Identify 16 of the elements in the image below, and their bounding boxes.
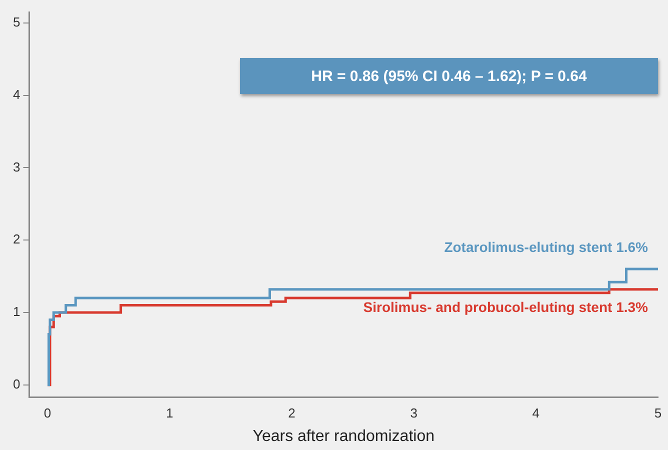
y-tick-label: 0	[12, 376, 20, 392]
y-tick-label: 5	[12, 14, 20, 30]
x-tick-label: 4	[532, 406, 540, 421]
series-label: Zotarolimus-eluting stent 1.6%	[444, 238, 649, 255]
y-tick-label: 3	[12, 159, 20, 174]
series-label: Sirolimus- and probucol-eluting stent 1.3%	[363, 299, 649, 316]
x-axis-title: Years after randomization	[252, 428, 434, 445]
x-tick-label: 3	[410, 406, 418, 421]
label-box: HR = 0.86 (95% CI 0.46 – 1.62); P = 0.64	[240, 58, 658, 94]
x-tick-label: 0	[44, 406, 52, 421]
x-tick-label: 2	[288, 406, 296, 421]
y-tick-label: 1	[12, 304, 20, 320]
x-tick-label: 5	[654, 406, 662, 421]
y-tick-label: 2	[12, 232, 20, 247]
x-tick-label: 1	[166, 406, 174, 421]
y-tick-label: 4	[12, 86, 20, 102]
